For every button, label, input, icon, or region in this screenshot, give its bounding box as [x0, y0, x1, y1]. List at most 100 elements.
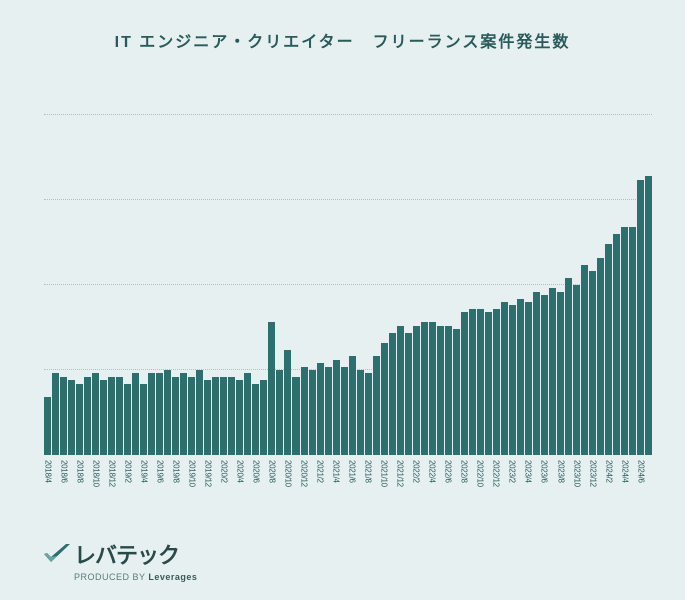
xlabel-slot	[244, 460, 251, 518]
x-axis-labels: 2018/42018/62018/82018/102018/122019/220…	[44, 460, 652, 518]
x-axis-label: 2023/2	[508, 460, 517, 483]
xlabel-slot: 2021/4	[333, 460, 340, 518]
xlabel-slot: 2020/8	[268, 460, 275, 518]
x-axis-label: 2021/6	[348, 460, 357, 483]
bar	[645, 176, 652, 455]
bar	[365, 373, 372, 455]
bar	[76, 384, 83, 455]
xlabel-slot	[212, 460, 219, 518]
bar	[68, 380, 75, 455]
bar	[581, 265, 588, 455]
x-axis-label: 2022/6	[444, 460, 453, 483]
bar	[541, 295, 548, 455]
bar	[533, 292, 540, 455]
produced-brand: Leverages	[148, 572, 197, 582]
bar	[517, 299, 524, 455]
footer: レバテック PRODUCED BY Leverages	[44, 538, 197, 582]
xlabel-slot: 2022/2	[413, 460, 420, 518]
xlabel-slot: 2019/6	[156, 460, 163, 518]
bar	[421, 322, 428, 455]
xlabel-slot	[549, 460, 556, 518]
xlabel-slot: 2020/12	[301, 460, 308, 518]
xlabel-slot	[68, 460, 75, 518]
xlabel-slot	[148, 460, 155, 518]
x-axis-label: 2023/10	[572, 460, 581, 487]
xlabel-slot	[292, 460, 299, 518]
xlabel-slot: 2020/6	[252, 460, 259, 518]
bar	[549, 288, 556, 455]
xlabel-slot: 2020/4	[236, 460, 243, 518]
x-axis-label: 2023/12	[588, 460, 597, 487]
bar	[325, 367, 332, 455]
bar	[148, 373, 155, 455]
xlabel-slot: 2022/4	[429, 460, 436, 518]
logo-check-icon	[44, 544, 70, 564]
xlabel-slot: 2019/4	[140, 460, 147, 518]
x-axis-label: 2019/8	[171, 460, 180, 483]
bar	[196, 370, 203, 455]
x-axis-label: 2018/4	[43, 460, 52, 483]
bar	[525, 302, 532, 455]
xlabel-slot: 2021/6	[349, 460, 356, 518]
bar	[509, 305, 516, 455]
xlabel-slot	[164, 460, 171, 518]
bar	[188, 377, 195, 455]
bar	[357, 370, 364, 455]
bar	[485, 312, 492, 455]
x-axis-label: 2018/12	[107, 460, 116, 487]
bar	[116, 377, 123, 455]
xlabel-slot	[180, 460, 187, 518]
xlabel-slot	[84, 460, 91, 518]
logo-text: レバテック	[74, 538, 179, 570]
bar	[260, 380, 267, 455]
x-axis-label: 2018/10	[91, 460, 100, 487]
xlabel-slot: 2023/6	[541, 460, 548, 518]
bar	[301, 367, 308, 455]
x-axis-label: 2024/4	[620, 460, 629, 483]
x-axis-label: 2020/6	[251, 460, 260, 483]
x-axis-label: 2021/12	[396, 460, 405, 487]
bar	[212, 377, 219, 455]
bar	[397, 326, 404, 455]
xlabel-slot	[132, 460, 139, 518]
bar	[268, 322, 275, 455]
bar	[501, 302, 508, 455]
bar	[405, 333, 412, 455]
bar	[437, 326, 444, 455]
xlabel-slot	[228, 460, 235, 518]
xlabel-slot: 2021/8	[365, 460, 372, 518]
bar	[228, 377, 235, 455]
x-axis-label: 2024/6	[636, 460, 645, 483]
bar	[204, 380, 211, 455]
xlabel-slot: 2019/10	[188, 460, 195, 518]
bar	[605, 244, 612, 455]
bar	[445, 326, 452, 455]
xlabel-slot: 2020/10	[284, 460, 291, 518]
bar	[477, 309, 484, 455]
x-axis-label: 2021/4	[332, 460, 341, 483]
bar	[60, 377, 67, 455]
bar	[44, 397, 51, 455]
xlabel-slot	[597, 460, 604, 518]
x-axis-label: 2018/8	[75, 460, 84, 483]
bar	[84, 377, 91, 455]
bar	[573, 285, 580, 455]
xlabel-slot: 2018/10	[92, 460, 99, 518]
produced-by: PRODUCED BY Leverages	[74, 572, 197, 582]
bar	[52, 373, 59, 455]
chart-title: IT エンジニア・クリエイター フリーランス案件発生数	[0, 28, 685, 52]
xlabel-slot: 2024/2	[605, 460, 612, 518]
bar	[292, 377, 299, 455]
bar	[341, 367, 348, 455]
bar	[164, 370, 171, 455]
x-axis-label: 2021/2	[316, 460, 325, 483]
bar	[565, 278, 572, 455]
bar	[156, 373, 163, 455]
bar	[124, 384, 131, 455]
produced-prefix: PRODUCED BY	[74, 572, 148, 582]
xlabel-slot: 2023/4	[525, 460, 532, 518]
bar	[469, 309, 476, 455]
x-axis-label: 2022/12	[492, 460, 501, 487]
xlabel-slot	[309, 460, 316, 518]
bar	[493, 309, 500, 455]
